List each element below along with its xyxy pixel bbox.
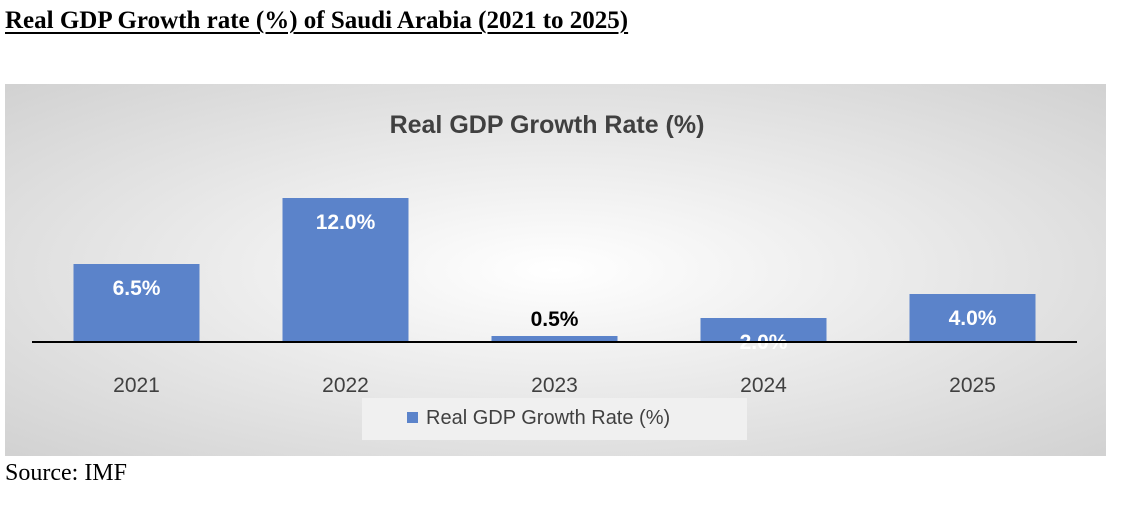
bar-2021	[73, 264, 200, 342]
bars-layer: 6.5%12.0%0.5%2.0%4.0%	[73, 198, 1036, 354]
chart-frame: Real GDP Growth Rate (%) 6.5% 12.0% 0.5% 2.…	[5, 84, 1106, 456]
bar-chart: Real GDP Growth Rate (%) 6.5%12.0%0.5%2.…	[5, 84, 1106, 456]
chart-title: Real GDP Growth Rate (%)	[390, 111, 705, 139]
legend: Real GDP Growth Rate (%)	[362, 398, 747, 440]
x-tick-label-2022: 2022	[322, 374, 369, 397]
x-tick-label-2025: 2025	[949, 374, 996, 397]
x-tick-label-2021: 2021	[113, 374, 160, 397]
data-label-2023: 0.5%	[531, 308, 579, 331]
data-label-2025: 4.0%	[949, 307, 997, 330]
data-label-2022: 12.0%	[316, 211, 376, 234]
legend-background	[362, 398, 747, 440]
legend-label: Real GDP Growth Rate (%)	[426, 407, 670, 429]
bar-2025	[909, 294, 1036, 342]
data-label-2021: 6.5%	[113, 277, 161, 300]
page-heading: Real GDP Growth rate (%) of Saudi Arabia…	[5, 7, 629, 34]
x-tick-labels: 2021 2022 2023 2024 2025	[113, 374, 996, 397]
x-tick-label-2024: 2024	[740, 374, 787, 397]
x-tick-label-2023: 2023	[531, 374, 578, 397]
source-note: Source: IMF	[5, 460, 127, 486]
bar-2024	[700, 318, 827, 342]
bar-2022	[282, 198, 409, 342]
bar-2023	[491, 336, 618, 342]
legend-swatch	[407, 412, 418, 423]
